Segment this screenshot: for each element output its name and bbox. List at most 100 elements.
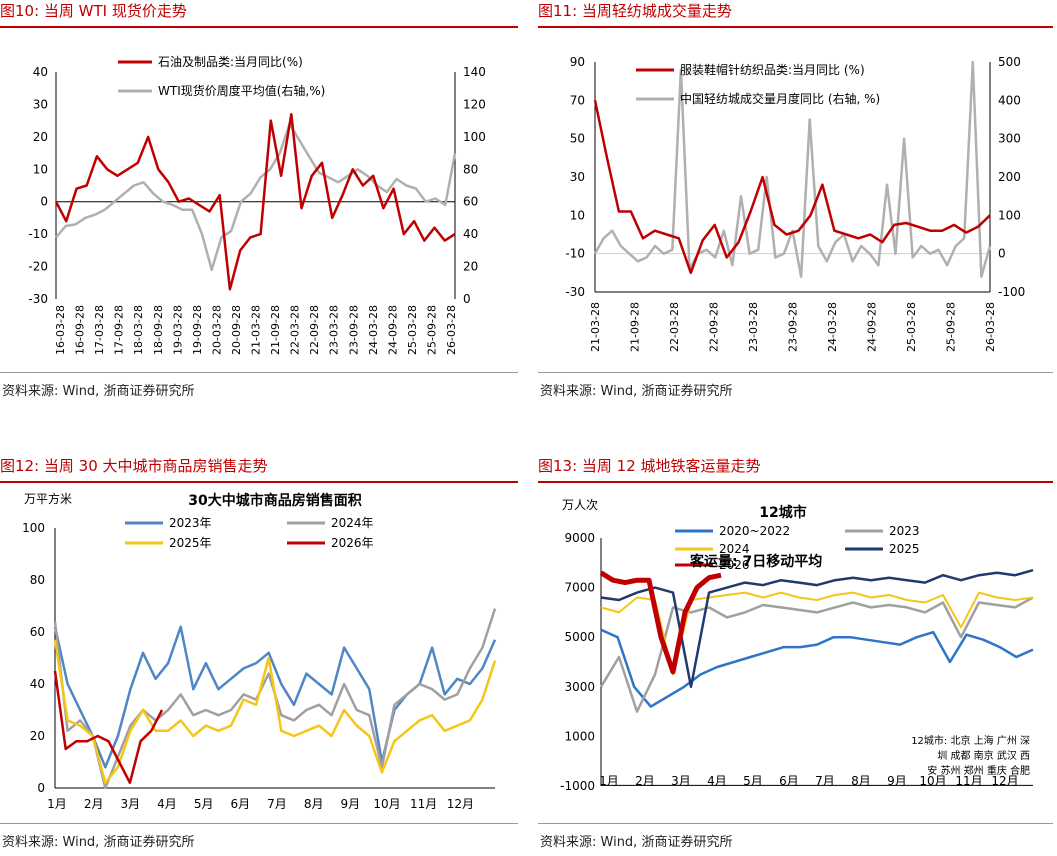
legend-label: 2020~2022 xyxy=(719,524,790,538)
x-tick-label: 21-03-28 xyxy=(250,305,263,355)
x-tick-label: 18-03-28 xyxy=(132,305,145,355)
legend-label-apparel: 服装鞋帽针纺织品类:当月同比 (%) xyxy=(680,62,865,77)
x-tick-label: 22-09-28 xyxy=(308,305,321,355)
y-tick-label-right: 400 xyxy=(998,93,1021,107)
legend-label: 2026 xyxy=(719,558,750,572)
y-tick-label: 40 xyxy=(30,677,45,691)
y-tick-label-left: 90 xyxy=(570,55,585,69)
chart-title: 30大中城市商品房销售面积 xyxy=(188,492,361,509)
x-tick-label: 16-03-28 xyxy=(54,305,67,355)
chart-subtitle: 客运量: 7日移动平均 xyxy=(689,553,822,570)
y-tick-label-right: -100 xyxy=(998,285,1025,299)
y-tick-label-left: 20 xyxy=(33,130,48,144)
series-line-oil xyxy=(54,112,456,291)
wti-line-chart: -30 -20 -10 0 10 20 30 40 0 20 40 60 80 100 120 140 16-0… xyxy=(28,55,486,355)
x-tick-label: 25-03-28 xyxy=(905,302,918,352)
city-note-line3: 安 苏州 郑州 重庆 合肥 xyxy=(927,764,1030,777)
legend-label-wti: WTI现货价周度平均值(右轴,%) xyxy=(158,83,325,98)
series-line-2024 xyxy=(600,591,1034,676)
source-note: 资料来源: Wind, 浙商证券研究所 xyxy=(2,835,195,850)
x-tick-label: 9月 xyxy=(887,774,907,788)
y-tick-label-right: 20 xyxy=(463,260,478,274)
y-tick-label: 80 xyxy=(30,573,45,587)
x-tick-label: 2月 xyxy=(635,774,655,788)
series-line-apparel xyxy=(593,100,991,275)
y-tick-label-left: -30 xyxy=(565,285,585,299)
y-tick-label-left: 0 xyxy=(40,195,48,209)
x-tick-label: 20-09-28 xyxy=(230,305,243,355)
x-tick-label: 4月 xyxy=(157,797,177,811)
x-tick-label: 8月 xyxy=(851,774,871,788)
series-line-wti xyxy=(55,122,457,272)
y-tick-label-right: 100 xyxy=(463,130,486,144)
y-tick-label: 9000 xyxy=(564,531,595,545)
y-tick-label-right: 40 xyxy=(463,227,478,241)
y-tick-label-right: 200 xyxy=(998,170,1021,184)
y-tick-label-left: 30 xyxy=(33,97,48,111)
legend-label: 2023年 xyxy=(169,516,212,530)
x-tick-label: 16-09-28 xyxy=(74,305,87,355)
x-tick-label: 22-03-28 xyxy=(668,302,681,352)
x-tick-label: 5月 xyxy=(194,797,214,811)
source-note: 资料来源: Wind, 浙商证券研究所 xyxy=(540,384,733,399)
series-line-2026 xyxy=(599,570,722,675)
x-tick-label: 24-03-28 xyxy=(367,305,380,355)
x-tick-label: 3月 xyxy=(121,797,141,811)
legend-label: 2024年 xyxy=(331,516,374,530)
x-tick-label: 4月 xyxy=(707,774,727,788)
x-tick-label: 26-03-28 xyxy=(984,302,997,352)
chart-panel-housing: 图12: 当周 30 大中城市商品房销售走势 0 20 40 60 80 100 1月 2月 3… xyxy=(0,455,525,856)
legend-label: 2023 xyxy=(889,524,920,538)
x-tick-label: 23-09-28 xyxy=(787,302,800,352)
y-tick-label-right: 300 xyxy=(998,132,1021,146)
x-tick-label: 9月 xyxy=(341,797,361,811)
x-tick-label: 6月 xyxy=(231,797,251,811)
y-axis-unit: 万人次 xyxy=(562,498,598,512)
x-tick-label: 2月 xyxy=(84,797,104,811)
x-tick-label: 11月 xyxy=(955,774,982,788)
legend-label-textile-city: 中国轻纺城成交量月度同比 (右轴, %) xyxy=(680,91,880,106)
panel-title: 图10: 当周 WTI 现货价走势 xyxy=(0,2,187,20)
y-tick-label-right: 60 xyxy=(463,195,478,209)
y-tick-label-right: 140 xyxy=(463,65,486,79)
x-tick-label: 22-09-28 xyxy=(708,302,721,352)
panel-title: 图11: 当周轻纺城成交量走势 xyxy=(538,2,732,20)
title-divider xyxy=(538,481,1053,483)
x-tick-label: 21-03-28 xyxy=(589,302,602,352)
title-divider xyxy=(0,481,518,483)
series-line-textile-city xyxy=(593,60,992,278)
source-divider xyxy=(0,823,518,824)
y-axis-unit: 万平方米 xyxy=(24,491,72,506)
chart-panel-textile: 图11: 当周轻纺城成交量走势 -30 -10 10 30 50 70 90 -100 0 100… xyxy=(538,0,1057,420)
y-tick-label-right: 0 xyxy=(463,292,471,306)
legend-label: 2025年 xyxy=(169,536,212,550)
x-tick-label: 5月 xyxy=(743,774,763,788)
legend-label: 2026年 xyxy=(331,536,374,550)
x-tick-label: 17-03-28 xyxy=(93,305,106,355)
chart-title: 12城市 xyxy=(759,504,806,521)
legend-label-oil: 石油及制品类:当月同比(%) xyxy=(158,55,303,69)
x-tick-label: 24-09-28 xyxy=(386,305,399,355)
y-tick-label-right: 80 xyxy=(463,162,478,176)
source-note: 资料来源: Wind, 浙商证券研究所 xyxy=(540,835,733,850)
x-tick-label: 1月 xyxy=(599,774,619,788)
x-tick-label: 19-09-28 xyxy=(191,305,204,355)
series-line-2026 xyxy=(53,670,164,785)
city-note-line1: 12城市: 北京 上海 广州 深 xyxy=(911,734,1030,747)
x-tick-label: 1月 xyxy=(47,797,67,811)
y-tick-label-right: 120 xyxy=(463,97,486,111)
x-tick-label: 18-09-28 xyxy=(152,305,165,355)
title-divider xyxy=(538,26,1053,28)
y-tick-label-left: 50 xyxy=(570,132,585,146)
source-divider xyxy=(538,823,1053,824)
legend-label: 2024 xyxy=(719,542,750,556)
y-tick-label-left: -10 xyxy=(28,227,48,241)
source-divider xyxy=(0,372,518,373)
metro-line-chart: -1000 1000 3000 5000 7000 9000 1月 2月 3月 4月 5月 6月 7月 8… xyxy=(560,498,1034,793)
y-tick-label-right: 500 xyxy=(998,55,1021,69)
y-tick-label: 0 xyxy=(37,781,45,795)
source-note: 资料来源: Wind, 浙商证券研究所 xyxy=(2,384,195,399)
y-tick-label-left: 40 xyxy=(33,65,48,79)
x-tick-label: 23-03-28 xyxy=(328,305,341,355)
housing-line-chart: 0 20 40 60 80 100 1月 2月 3月 4月 5月 6月 7月 8月 9月 10月 11月 12月 万… xyxy=(22,491,497,811)
